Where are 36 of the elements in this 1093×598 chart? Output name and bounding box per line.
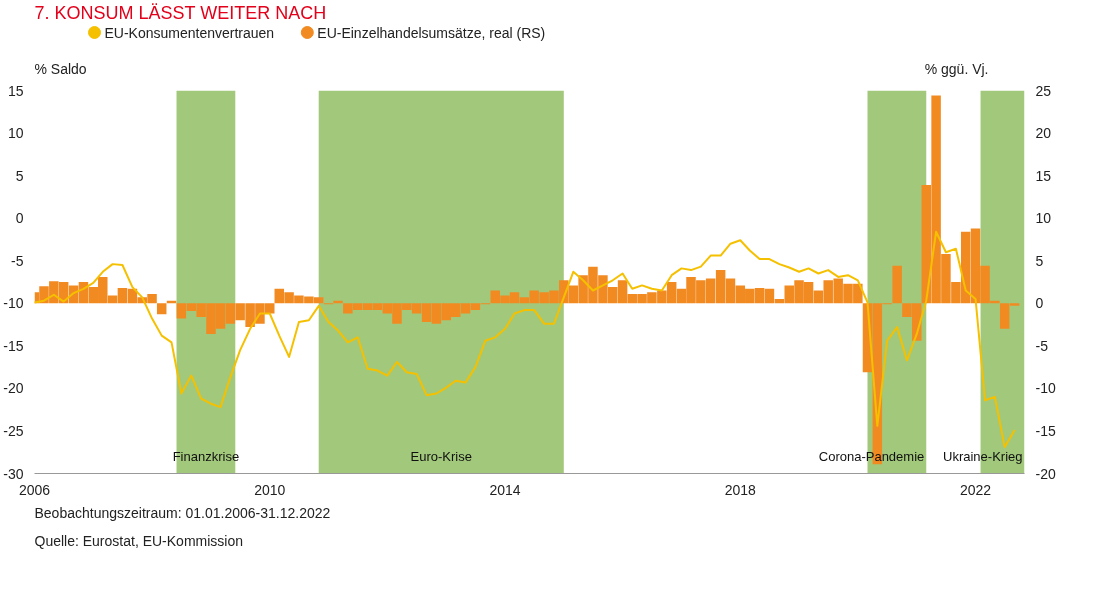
bar <box>892 265 902 304</box>
y-tick-label: -30 <box>3 465 24 482</box>
legend-label: EU-Konsumentenvertrauen <box>104 24 275 41</box>
bar <box>156 303 167 315</box>
y-tick-label: 10 <box>7 125 24 142</box>
x-tick-label: 2006 <box>18 481 51 498</box>
y2-tick-label: -15 <box>1035 422 1056 439</box>
x-tick-label: 2018 <box>724 481 757 498</box>
y-tick-label: -25 <box>3 422 24 439</box>
line-series <box>33 230 1016 449</box>
y2-tick-label: 15 <box>1035 167 1052 184</box>
y-tick-label: 0 <box>15 210 24 227</box>
y2-tick-label: -10 <box>1035 380 1056 397</box>
y-tick-label: 5 <box>15 167 24 184</box>
y2-tick-label: -5 <box>1035 337 1049 354</box>
text: Beobachtungszeitraum: 01.01.2006-31.12.2022 <box>34 504 331 521</box>
x-tick-label: 2010 <box>254 481 286 498</box>
y-tick-label: 15 <box>7 82 24 99</box>
y2-tick-label: 25 <box>1035 82 1052 99</box>
y2-axis-title: % ggü. Vj. <box>924 60 989 77</box>
band-label: Euro-Krise <box>410 448 472 464</box>
y2-tick-label: 5 <box>1035 252 1044 269</box>
y-tick-label: -20 <box>3 380 24 397</box>
x-tick-label: 2014 <box>489 481 521 498</box>
y-tick-label: -10 <box>3 295 24 312</box>
y2-tick-label: 10 <box>1035 210 1052 227</box>
y2-tick-label: 0 <box>1035 295 1044 312</box>
y2-tick-label: 20 <box>1035 125 1052 142</box>
legend-label: EU-Einzelhandelsumsätze, real (RS) <box>317 24 546 41</box>
x-tick-label: 2022 <box>959 481 992 498</box>
chart-title: 7. KONSUM LÄSST WEITER NACH <box>34 2 327 23</box>
y2-tick-label: -20 <box>1035 465 1056 482</box>
y-tick-label: -15 <box>3 337 24 354</box>
y-axis-title: % Saldo <box>34 60 87 77</box>
y-tick-label: -5 <box>11 252 24 269</box>
source-note: Quelle: Eurostat, EU-Kommission <box>34 532 244 549</box>
